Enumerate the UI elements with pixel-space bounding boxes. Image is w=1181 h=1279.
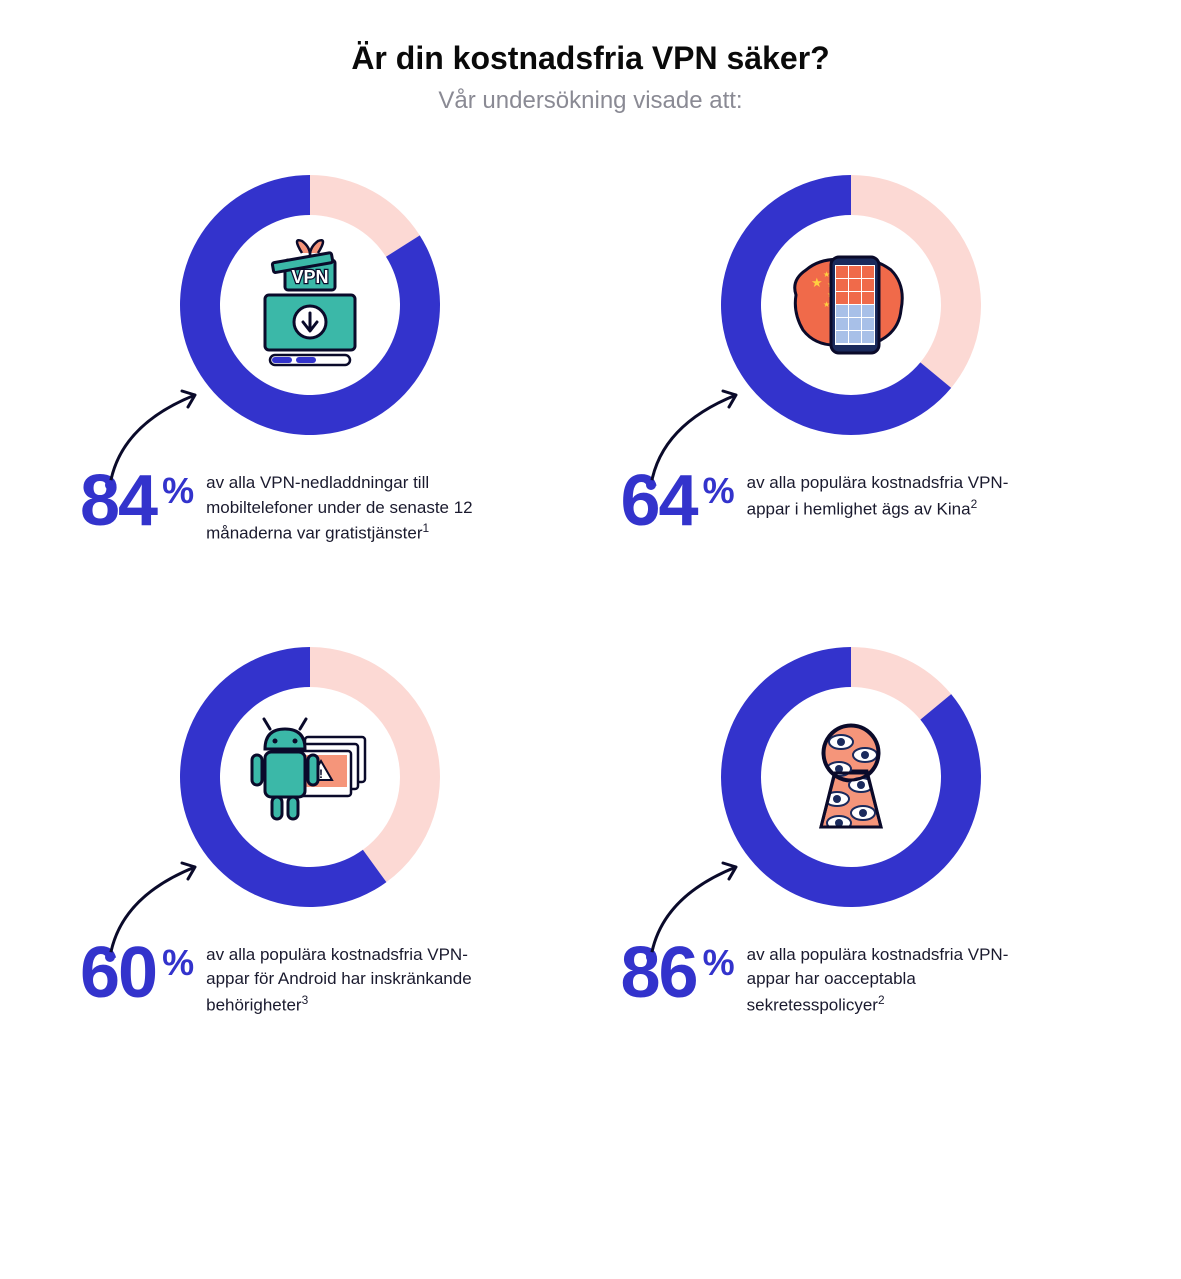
android-warning-icon: [235, 702, 385, 852]
stat-description: av alla populära kostnadsfria VPN-appar …: [747, 471, 1027, 522]
stat-text: 86 % av alla populära kostnadsfria VPN-a…: [621, 937, 1027, 1019]
stat-downloads: 84 % av alla VPN-nedladdningar till mobi…: [80, 175, 561, 547]
stats-grid: 84 % av alla VPN-nedladdningar till mobi…: [60, 175, 1121, 1018]
percent-sign: %: [162, 473, 194, 509]
percent-sign: %: [703, 473, 735, 509]
stat-number: 64: [621, 465, 697, 537]
donut-chart: [180, 175, 440, 435]
vpn-download-icon: [235, 230, 385, 380]
stat-android: 60 % av alla populära kostnadsfria VPN-a…: [80, 647, 561, 1019]
percent-sign: %: [703, 945, 735, 981]
donut-chart: [721, 647, 981, 907]
stat-privacy: 86 % av alla populära kostnadsfria VPN-a…: [621, 647, 1102, 1019]
stat-description: av alla populära kostnadsfria VPN-appar …: [747, 943, 1027, 1019]
stat-description: av alla populära kostnadsfria VPN-appar …: [206, 943, 486, 1019]
stat-text: 64 % av alla populära kostnadsfria VPN-a…: [621, 465, 1027, 537]
header: Är din kostnadsfria VPN säker? Vår under…: [60, 40, 1121, 115]
stat-number: 84: [80, 465, 156, 537]
stat-china: 64 % av alla populära kostnadsfria VPN-a…: [621, 175, 1102, 547]
donut-chart: [721, 175, 981, 435]
stat-number: 60: [80, 937, 156, 1009]
page-subtitle: Vår undersökning visade att:: [60, 87, 1121, 115]
stat-number: 86: [621, 937, 697, 1009]
keyhole-eyes-icon: [776, 702, 926, 852]
percent-sign: %: [162, 945, 194, 981]
stat-text: 84 % av alla VPN-nedladdningar till mobi…: [80, 465, 486, 547]
stat-text: 60 % av alla populära kostnadsfria VPN-a…: [80, 937, 486, 1019]
donut-chart: [180, 647, 440, 907]
stat-description: av alla VPN-nedladdningar till mobiltele…: [206, 471, 486, 547]
china-phone-icon: [776, 230, 926, 380]
page-title: Är din kostnadsfria VPN säker?: [60, 40, 1121, 77]
